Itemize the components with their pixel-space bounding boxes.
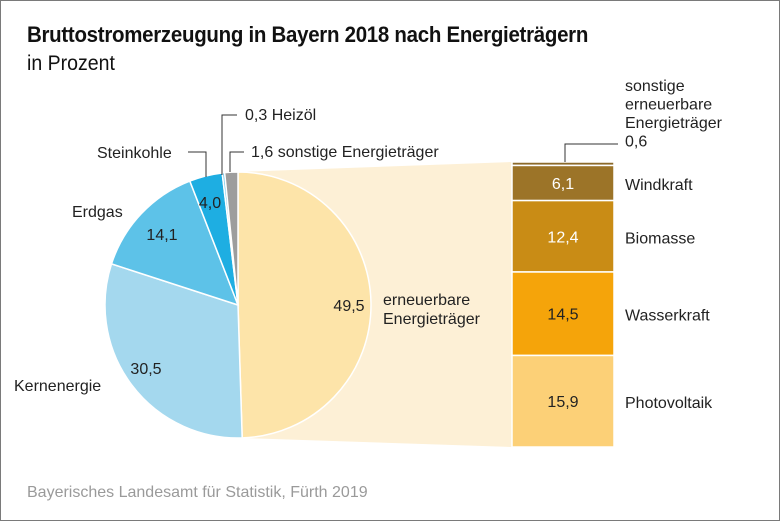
- leader-line: [229, 151, 244, 172]
- chart-subtitle: in Prozent: [27, 52, 115, 75]
- pie-category-label: 0,3 Heizöl: [245, 107, 316, 124]
- pie-slice-erneuerbare-energietr-ger: [237, 171, 372, 439]
- bar-segment-biomasse: [511, 199, 615, 273]
- leader-line: [564, 143, 618, 162]
- bar-value-label: 14,5: [547, 307, 578, 324]
- bar-category-label: Windkraft: [625, 177, 693, 194]
- bar-category-label: sonstige: [625, 78, 685, 95]
- chart-title: Bruttostromerzeugung in Bayern 2018 nach…: [27, 22, 589, 47]
- leader-line: [221, 114, 237, 175]
- pie-slice-erdgas: [110, 180, 240, 307]
- leader-lines: [188, 114, 618, 177]
- source-note: Bayerisches Landesamt für Statistik, Für…: [27, 484, 368, 501]
- pie-value-label: 49,5: [333, 298, 364, 315]
- bar-category-label: Photovoltaik: [625, 395, 713, 412]
- bar-segment-wasserkraft: [511, 271, 615, 357]
- bar-category-label: 0,6: [625, 134, 647, 151]
- pie-category-label: Erdgas: [72, 204, 123, 221]
- bar-category-label: Energieträger: [625, 115, 723, 132]
- pie-slice-kernenergie: [104, 262, 243, 439]
- pie-category-label: erneuerbare: [383, 292, 470, 309]
- leader-line: [188, 151, 207, 177]
- bar-category-label: erneuerbare: [625, 97, 712, 114]
- pie-category-label: Kernenergie: [14, 378, 101, 395]
- pie-category-label: 1,6 sonstige Energieträger: [251, 144, 439, 161]
- pie-slice-sonstige-energietr-ger: [223, 171, 239, 306]
- bar-segment-photovoltaik: [511, 354, 615, 448]
- bar-segments: [511, 161, 615, 448]
- bar-category-label: Biomasse: [625, 230, 695, 247]
- bar-value-label: 12,4: [547, 229, 578, 246]
- bar-category-label: Wasserkraft: [625, 308, 710, 325]
- bar-value-label: 6,1: [552, 176, 574, 193]
- pie-value-label: 30,5: [130, 361, 161, 378]
- pie-slices: [104, 171, 372, 439]
- pie-category-label: Steinkohle: [97, 145, 172, 162]
- pie-category-label: Energieträger: [383, 311, 481, 328]
- pie-value-label: 14,1: [146, 227, 177, 244]
- pie-value-label: 4,0: [199, 195, 221, 212]
- chart-labels: 6,1 Windkraft 12,4 Biomasse 14,5 Wasserkraft 1…: [14, 78, 723, 412]
- bar-value-label: 15,9: [547, 394, 578, 411]
